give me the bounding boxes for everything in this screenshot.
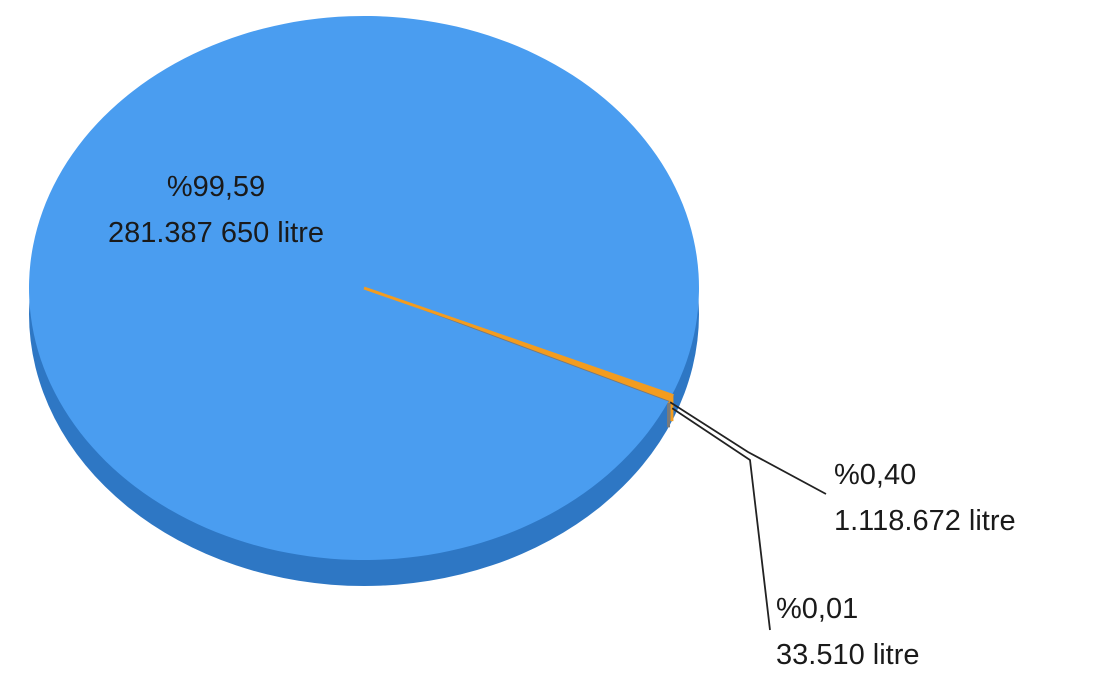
slice-2-percent-label: %0,01 bbox=[776, 593, 858, 625]
slice-0-percent-label: %99,59 bbox=[167, 171, 265, 203]
pie-slice-1-edge bbox=[363, 286, 673, 397]
slice-1-value-label: 1.118.672 litre bbox=[834, 505, 1016, 537]
slice-2-value-label: 33.510 litre bbox=[776, 639, 920, 671]
leader-line-slice-1 bbox=[669, 401, 827, 495]
slice-1-percent-label: %0,40 bbox=[834, 459, 916, 491]
pie-slices bbox=[28, 16, 699, 561]
leader-lines bbox=[669, 401, 827, 631]
leader-line-slice-2 bbox=[671, 407, 771, 631]
pie-slice-2 bbox=[363, 287, 670, 403]
slice-0-value-label: 281.387 650 litre bbox=[108, 217, 324, 249]
pie-slice-0 bbox=[28, 16, 699, 561]
